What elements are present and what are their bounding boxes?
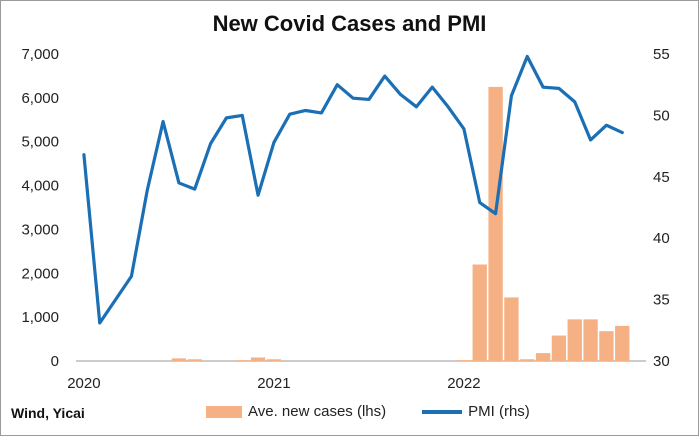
right-tick-label: 50	[653, 107, 670, 124]
line-series	[82, 54, 624, 325]
right-tick-label: 40	[653, 230, 670, 247]
left-tick-label: 4,000	[21, 178, 59, 195]
legend-bar-label: Ave. new cases (lhs)	[248, 403, 387, 420]
right-tick-label: 55	[653, 46, 670, 63]
left-tick-label: 0	[51, 353, 59, 370]
chart-title: New Covid Cases and PMI	[212, 11, 487, 36]
bar-2022-04	[504, 297, 519, 361]
bar-2022-09	[583, 319, 598, 361]
left-axis-ticks: 0 1,000 2,000 3,000 4,000 5,000 6,000 7,000	[21, 46, 59, 370]
bar-2020-08	[187, 359, 202, 361]
source-note: Wind, Yicai	[11, 405, 85, 421]
bar-2022-03	[488, 86, 503, 361]
bar-series	[171, 86, 630, 361]
bar-2022-07	[551, 335, 567, 361]
bar-2022-11	[615, 325, 630, 361]
bar-2022-08	[567, 319, 582, 361]
right-tick-label: 35	[653, 292, 670, 309]
bar-2022-02	[472, 264, 487, 361]
bar-2022-10	[599, 331, 614, 361]
bar-2022-06	[535, 353, 551, 361]
bar-2020-11	[235, 360, 250, 361]
left-tick-label: 1,000	[21, 309, 59, 326]
legend-bar-swatch	[206, 405, 242, 418]
left-tick-label: 6,000	[21, 90, 59, 107]
right-axis-ticks: 30 35 40 45 50 55	[653, 46, 670, 370]
legend: Ave. new cases (lhs) PMI (rhs)	[206, 403, 530, 420]
legend-line-swatch	[422, 409, 463, 414]
legend-line-label: PMI (rhs)	[468, 403, 530, 420]
right-tick-label: 45	[653, 169, 670, 186]
x-tick-label: 2021	[257, 375, 290, 392]
x-axis-ticks: 2020 2021 2022	[67, 375, 480, 392]
right-tick-label: 30	[653, 353, 670, 370]
x-tick-label: 2020	[67, 375, 100, 392]
pmi-line	[82, 54, 624, 325]
x-tick-label: 2022	[447, 375, 480, 392]
left-tick-label: 2,000	[21, 265, 59, 282]
bar-2022-05	[520, 359, 535, 361]
left-tick-label: 7,000	[21, 46, 59, 63]
bar-2022-01	[456, 360, 472, 361]
left-tick-label: 3,000	[21, 221, 59, 238]
bar-2020-12	[250, 357, 266, 361]
bar-2020-07	[171, 358, 187, 361]
bar-2021-01	[266, 359, 282, 361]
left-tick-label: 5,000	[21, 134, 59, 151]
